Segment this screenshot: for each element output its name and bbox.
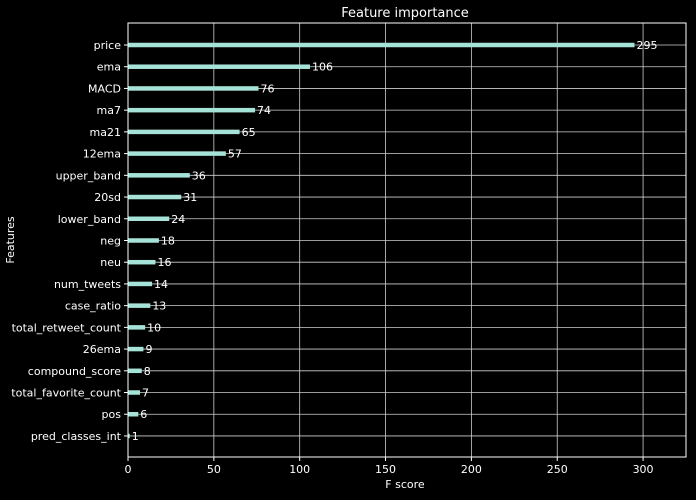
y-tick-label: neg <box>100 234 121 247</box>
value-label: 16 <box>157 256 171 269</box>
y-tick-label: num_tweets <box>54 278 121 291</box>
y-tick-label: lower_band <box>58 213 121 226</box>
y-tick-label: case_ratio <box>65 300 121 313</box>
chart-title: Feature importance <box>341 6 469 21</box>
value-label: 106 <box>312 61 333 74</box>
value-label: 13 <box>152 300 166 313</box>
bar-lower_band <box>128 216 170 222</box>
value-label: 8 <box>144 365 151 378</box>
y-tick-label: pred_classes_int <box>31 430 122 443</box>
bar-pred_classes_int <box>128 433 130 439</box>
y-tick-label: price <box>94 39 122 52</box>
bar-MACD <box>128 86 259 91</box>
y-tick-label: upper_band <box>56 169 121 182</box>
y-tick-label: pos <box>102 408 122 421</box>
y-tick-label: ma7 <box>97 104 121 117</box>
value-label: 7 <box>142 387 149 400</box>
y-axis-label: Features <box>4 216 17 264</box>
value-label: 31 <box>183 191 197 204</box>
y-tick-label: 12ema <box>83 148 121 161</box>
x-tick-label: 150 <box>375 463 396 476</box>
bar-neg <box>128 238 159 243</box>
bar-neu <box>128 259 156 265</box>
value-label: 74 <box>257 104 271 117</box>
value-label: 10 <box>147 321 161 334</box>
value-label: 76 <box>260 82 274 95</box>
bar-compound_score <box>128 368 142 374</box>
value-label: 36 <box>192 169 206 182</box>
x-tick-label: 50 <box>207 463 221 476</box>
value-label: 9 <box>145 343 152 356</box>
grid-layer <box>124 23 686 461</box>
x-tick-label: 100 <box>289 463 310 476</box>
value-label: 24 <box>171 213 185 226</box>
y-tick-label: total_favorite_count <box>11 387 121 400</box>
value-label: 65 <box>242 126 256 139</box>
y-tick-label: MACD <box>88 82 121 95</box>
y-tick-label: ema <box>97 61 121 74</box>
y-tick-label: ma21 <box>90 126 121 139</box>
bar-total_retweet_count <box>128 325 146 330</box>
bar-case_ratio <box>128 303 151 308</box>
bar-price <box>128 42 635 48</box>
x-tick-label: 300 <box>633 463 654 476</box>
plot-frame <box>127 22 687 458</box>
x-tick-label: 200 <box>461 463 482 476</box>
y-tick-label: total_retweet_count <box>12 321 122 334</box>
bar-ema <box>128 64 310 69</box>
bar-ma7 <box>128 107 256 113</box>
bar-ma21 <box>128 129 240 135</box>
bar-12ema <box>128 151 226 156</box>
value-label: 295 <box>636 39 657 52</box>
x-tick-label: 0 <box>125 463 132 476</box>
bar-total_favorite_count <box>128 390 141 395</box>
x-tick-label: 250 <box>547 463 568 476</box>
x-axis-label: F score <box>385 478 425 491</box>
bar-26ema <box>128 346 144 352</box>
value-label: 18 <box>161 234 175 247</box>
bar-upper_band <box>128 173 190 178</box>
value-label: 57 <box>228 148 242 161</box>
bar-layer <box>128 42 635 439</box>
value-label: 1 <box>132 430 139 443</box>
bar-pos <box>128 411 139 417</box>
y-tick-label: neu <box>100 256 121 269</box>
y-tick-label: 20sd <box>94 191 121 204</box>
y-tick-label: compound_score <box>28 365 121 378</box>
y-tick-label: 26ema <box>83 343 121 356</box>
value-label: 14 <box>154 278 168 291</box>
bar-20sd <box>128 194 182 200</box>
value-label: 6 <box>140 408 147 421</box>
bar-num_tweets <box>128 281 153 287</box>
